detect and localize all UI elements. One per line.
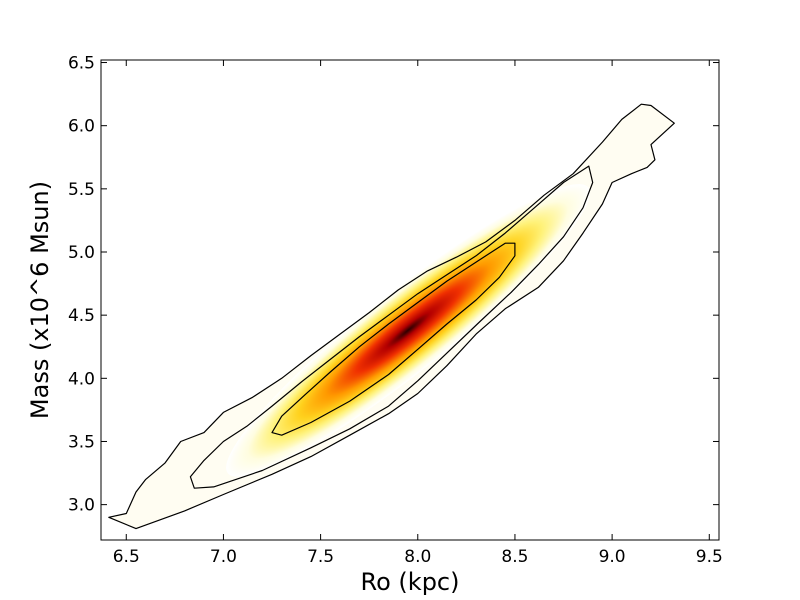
- contour-lines: [108, 103, 675, 530]
- contour-middle: [189, 165, 594, 489]
- x-tick-label: 9.5: [696, 547, 723, 567]
- plot-frame: [100, 59, 720, 541]
- y-tick-label: 6.5: [68, 54, 95, 74]
- y-tick-label: 5.5: [68, 180, 95, 200]
- y-tick-label: 4.5: [68, 306, 95, 326]
- x-tick-label: 7.0: [210, 547, 237, 567]
- y-axis-label: Mass (x10^6 Msun): [26, 181, 54, 419]
- contour-outer: [108, 103, 675, 530]
- x-tick-label: 7.5: [307, 547, 334, 567]
- y-tick-label: 3.0: [68, 496, 95, 516]
- x-tick-label: 6.5: [113, 547, 140, 567]
- density-fill: [108, 104, 675, 529]
- x-tick-label: 8.0: [404, 547, 431, 567]
- contour-inner: [271, 242, 516, 436]
- density-core: [226, 184, 591, 477]
- y-tick-label: 5.0: [68, 243, 95, 263]
- x-axis-label: Ro (kpc): [361, 568, 460, 596]
- density-map: [108, 104, 675, 529]
- x-tick-label: 9.0: [599, 547, 626, 567]
- y-tick-label: 3.5: [68, 432, 95, 452]
- x-tick-label: 8.5: [501, 547, 528, 567]
- y-tick-label: 6.0: [68, 117, 95, 137]
- axis-ticks: 6.5 7.0 7.5 8.0 8.5 9.0 9.5 3.0 3.5 4.0 4.5 5.0 5.5 6…: [68, 54, 723, 567]
- y-tick-label: 4.0: [68, 369, 95, 389]
